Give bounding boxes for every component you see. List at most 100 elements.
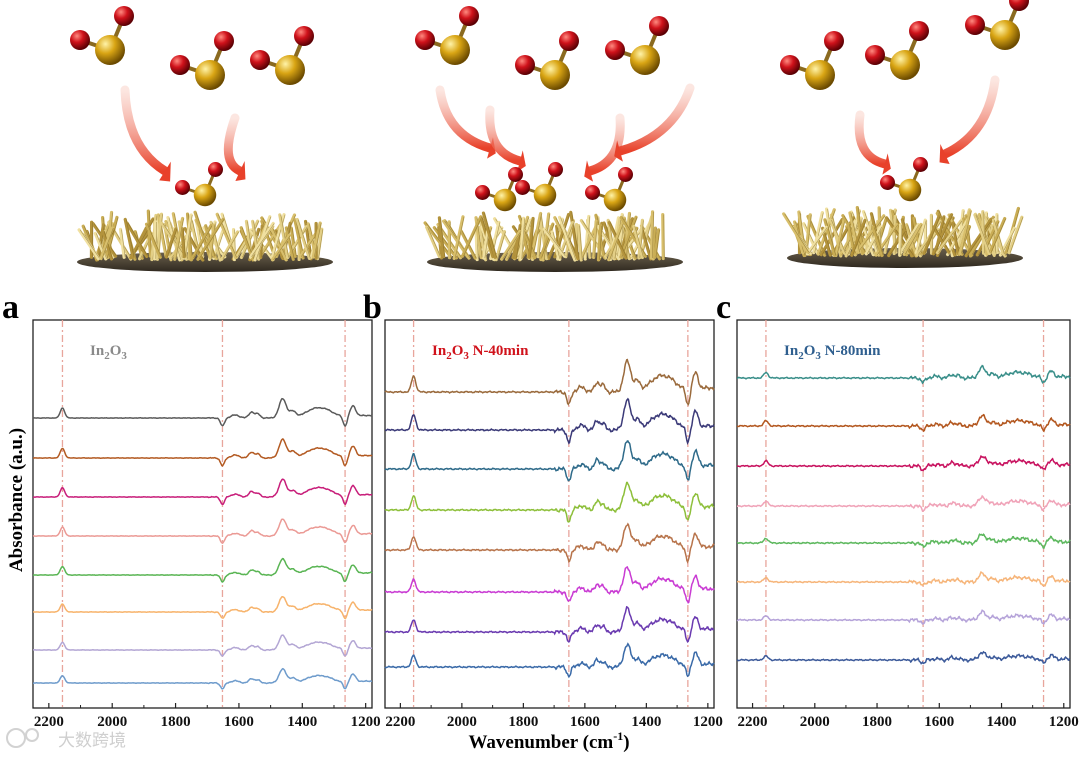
spectrum-line-t5 [32, 557, 373, 583]
panel-letter-a: a [2, 289, 19, 326]
oxygen-atom [294, 26, 314, 46]
oxygen-atom [70, 30, 90, 50]
oxygen-atom [913, 157, 928, 172]
illustration-in2o3-n80 [780, 0, 1029, 268]
spectrum-line-t1 [32, 397, 373, 427]
oxygen-atom [1009, 0, 1029, 11]
spectrum-line-t5 [384, 522, 715, 564]
oxygen-atom [880, 175, 895, 190]
sulfur-atom [990, 20, 1020, 50]
spectrum-line-t6 [385, 565, 715, 604]
sulfur-atom [193, 183, 217, 207]
watermark-logo-icon [6, 728, 26, 748]
spectrum-line-t5 [737, 533, 1071, 550]
sulfur-atom [630, 45, 660, 75]
oxygen-atom [909, 21, 929, 41]
plot-frame [32, 319, 373, 709]
adsorption-arrow-icon [485, 105, 526, 172]
oxygen-atom [824, 31, 844, 51]
so2-molecule-icon [515, 31, 579, 90]
x-tick-label: 1600 [224, 714, 254, 730]
adsorption-arrow-icon [614, 83, 695, 162]
x-tick-label: 1200 [693, 714, 723, 730]
adsorption-arrow-icon [223, 113, 246, 181]
plot-frame [736, 319, 1071, 709]
oxygen-atom [459, 6, 479, 26]
chart-panel-a: 2200 2000 1800 1600 1400 1200 In2O3 [32, 319, 381, 730]
oxygen-atom [585, 185, 600, 200]
x-tick-label: 2200 [34, 714, 64, 730]
illustration-in2o3-n40 [415, 6, 695, 272]
adsorption-arrow-icon [584, 113, 625, 182]
adsorbed-so2-icon [515, 162, 563, 207]
sample-label: In2O3 N-80min [784, 343, 881, 362]
so2-molecule-icon [250, 26, 314, 85]
spectrum-line-t2 [384, 397, 715, 446]
chart-panel-c: 2200 2000 1800 1600 1400 1200 In2O3 N-80min [736, 319, 1079, 730]
x-tick-label: 1600 [924, 714, 954, 730]
spectrum-line-t7 [736, 609, 1071, 625]
x-tick-label: 1800 [862, 714, 892, 730]
oxygen-atom [208, 162, 223, 177]
x-tick-label: 1200 [351, 714, 381, 730]
adsorbed-so2-icon [175, 162, 223, 207]
sulfur-atom [805, 60, 835, 90]
x-tick-label: 1800 [508, 714, 538, 730]
x-tick-label: 2000 [800, 714, 830, 730]
x-axis-title: Wavenumber (cm-1) [468, 729, 629, 753]
sulfur-atom [540, 60, 570, 90]
so2-molecule-icon [170, 31, 234, 90]
spectrum-line-t4 [737, 494, 1071, 513]
panel-letter-c: c [716, 289, 731, 326]
sulfur-atom [440, 35, 470, 65]
so2-molecule-icon [415, 6, 479, 65]
oxygen-atom [114, 6, 134, 26]
watermark-logo-dot [25, 728, 39, 742]
watermark: 大数跨境 [6, 728, 126, 751]
nanorod-film [77, 209, 324, 262]
adsorbed-so2-icon [585, 167, 633, 212]
spectrum-line-t3 [384, 440, 715, 482]
sulfur-atom [890, 50, 920, 80]
x-tick-label: 2200 [738, 714, 768, 730]
so2-molecule-icon [865, 21, 929, 80]
so2-molecule-icon [70, 6, 134, 65]
so2-molecule-icon [965, 0, 1029, 50]
oxygen-atom [250, 50, 270, 70]
x-tick-label: 1400 [987, 714, 1017, 730]
spectrum-line-t7 [33, 634, 373, 657]
spectrum-line-t3 [33, 478, 373, 506]
spectrum-line-t1 [384, 358, 715, 407]
watermark-text: 大数跨境 [58, 731, 126, 751]
sulfur-atom [898, 178, 922, 202]
adsorption-arrow-icon [120, 85, 171, 182]
x-tick-label: 2200 [385, 714, 415, 730]
oxygen-atom [618, 167, 633, 182]
nanorod-film [423, 210, 665, 262]
spectrum-line-t8 [736, 650, 1071, 665]
sulfur-atom [603, 188, 627, 212]
oxygen-atom [780, 55, 800, 75]
oxygen-atom [605, 40, 625, 60]
x-tick-label: 1800 [161, 714, 191, 730]
x-tick-label: 2000 [97, 714, 127, 730]
oxygen-atom [214, 31, 234, 51]
x-tick-label: 1400 [631, 714, 661, 730]
oxygen-atom [515, 55, 535, 75]
sulfur-atom [493, 188, 517, 212]
sulfur-atom [95, 35, 125, 65]
oxygen-atom [515, 180, 530, 195]
oxygen-atom [170, 55, 190, 75]
panel-letter-b: b [363, 289, 382, 326]
x-tick-label: 2000 [447, 714, 477, 730]
oxygen-atom [649, 16, 669, 36]
nanorod-film [782, 206, 1024, 258]
x-tick-label: 1200 [1049, 714, 1079, 730]
sulfur-atom [195, 60, 225, 90]
sulfur-atom [533, 183, 557, 207]
oxygen-atom [865, 45, 885, 65]
x-tick-label: 1600 [570, 714, 600, 730]
spectrum-line-t7 [384, 605, 715, 644]
adsorption-arrow-icon [939, 75, 1000, 164]
